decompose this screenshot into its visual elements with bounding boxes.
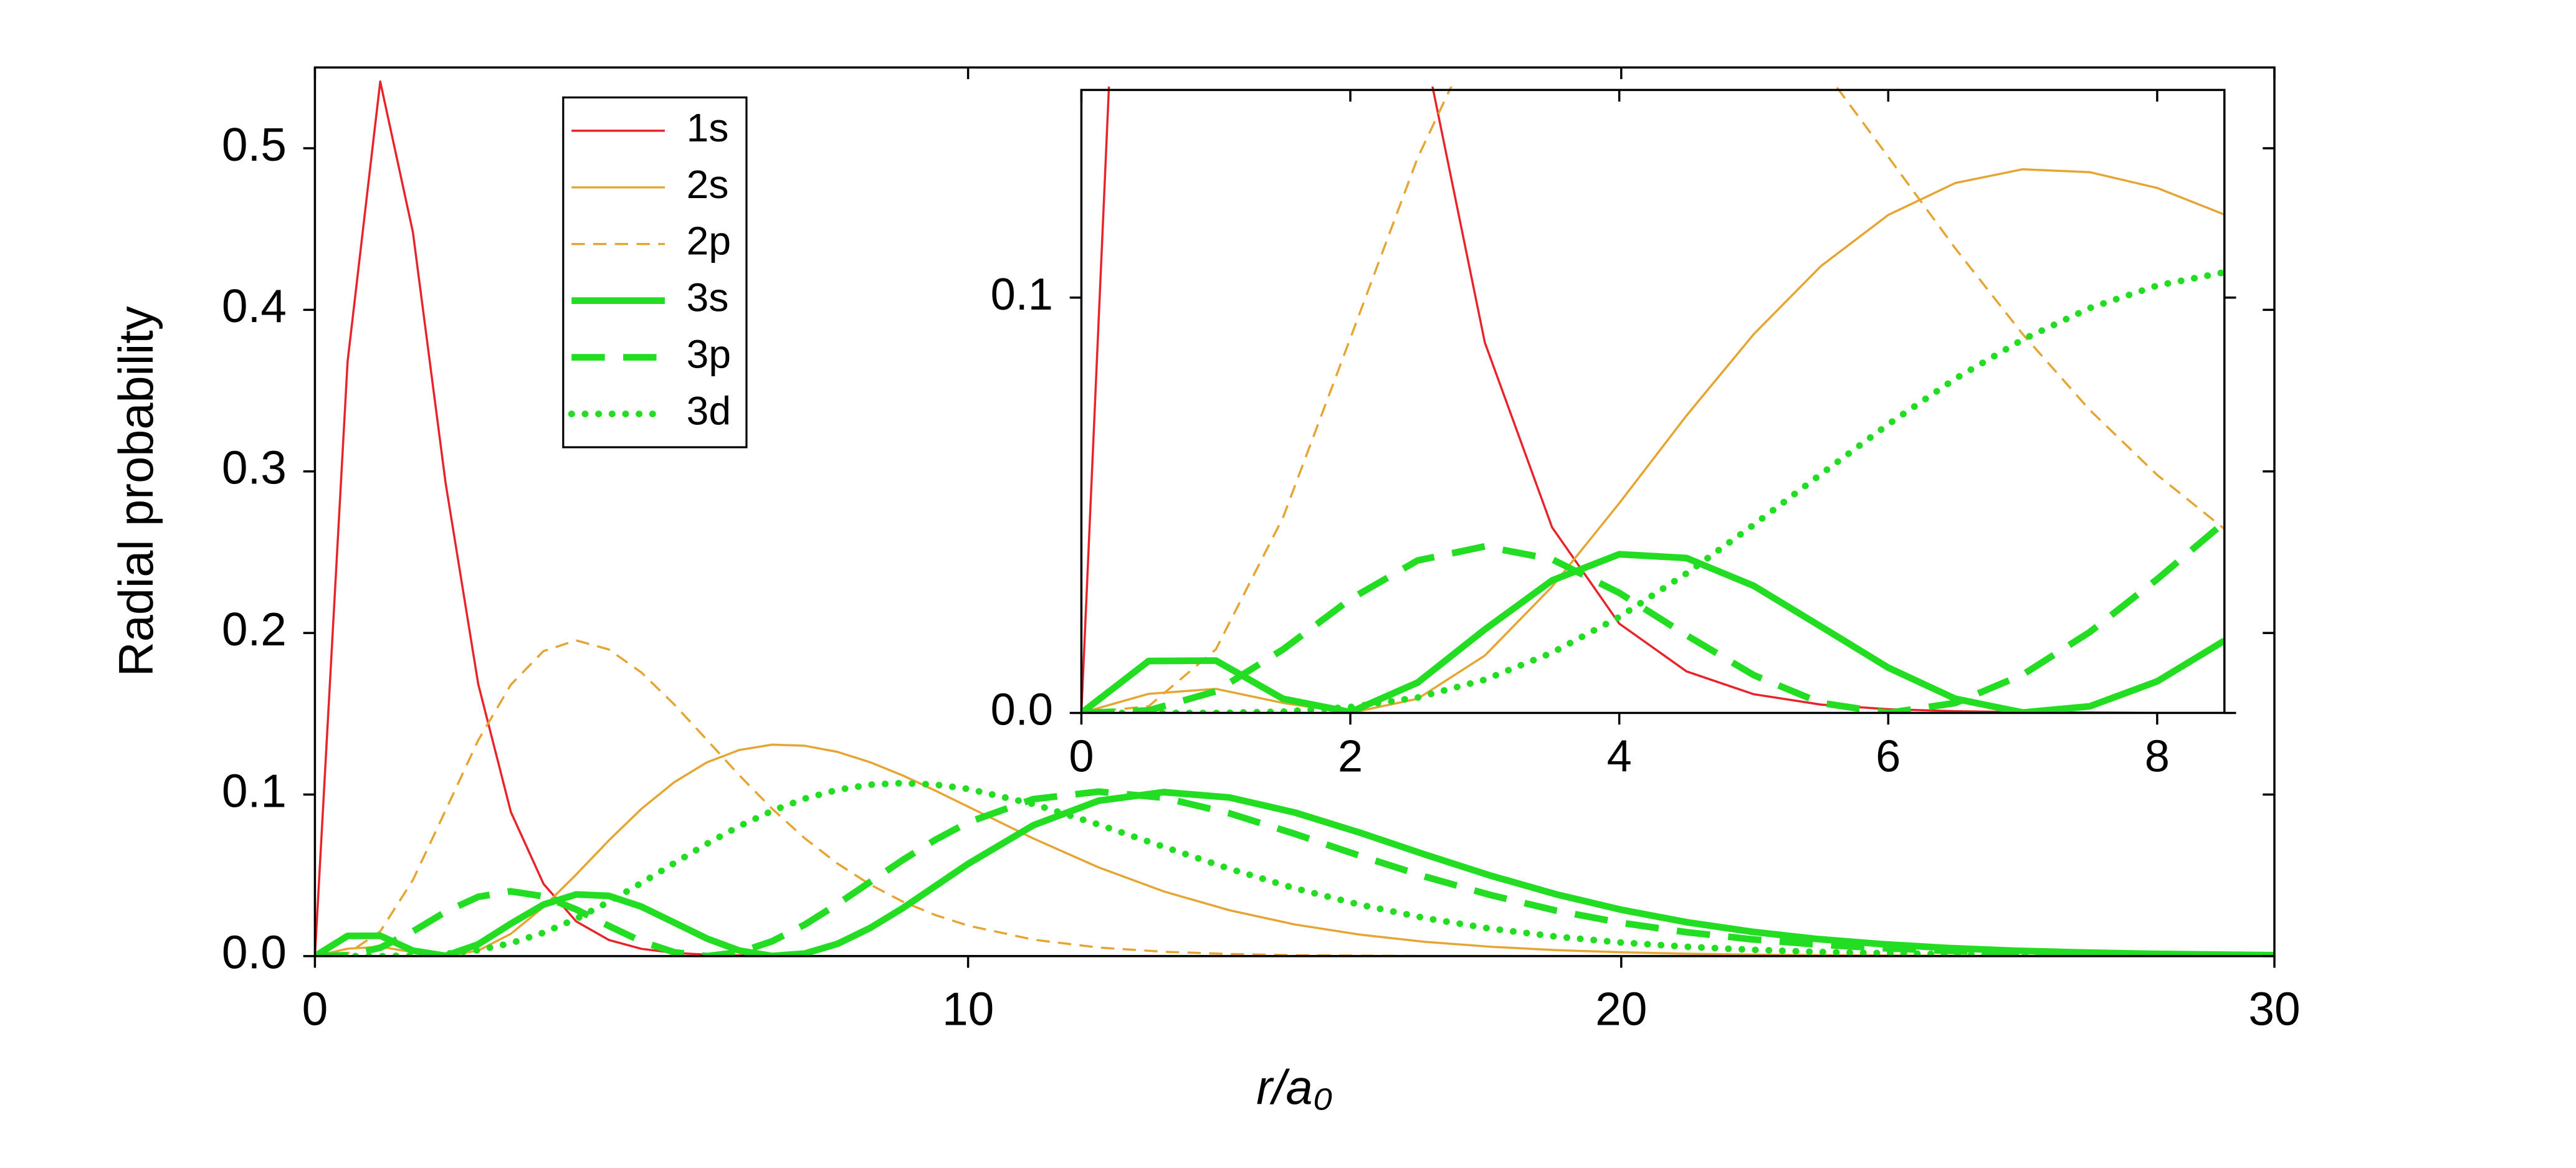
series-line [315, 80, 2275, 956]
series-line [1081, 168, 2225, 713]
x-tick-label: 30 [2248, 983, 2300, 1035]
series-line [1081, 87, 2225, 713]
x-axis-label: r/a₀ [1256, 1061, 1333, 1114]
series-line [315, 788, 2275, 956]
legend-box [562, 96, 748, 449]
legend-label: 3s [687, 275, 729, 320]
plot-frame [1080, 88, 2226, 715]
y-tick-label: 0.1 [222, 764, 287, 817]
series-line [315, 789, 2275, 956]
legend-label: 2s [687, 162, 729, 207]
x-tick-label: 2 [1338, 731, 1363, 781]
x-tick-label: 8 [2145, 731, 2170, 781]
y-tick-label: 0.0 [991, 685, 1053, 735]
y-tick-label: 0.5 [222, 118, 287, 171]
legend-label: 3p [687, 332, 731, 377]
y-tick-label: 0.0 [222, 926, 287, 979]
y-tick-label: 0.2 [222, 603, 287, 655]
legend-label: 3d [687, 388, 731, 433]
x-tick-label: 20 [1595, 983, 1647, 1035]
plot-frame [313, 66, 2276, 957]
x-tick-label: 6 [1876, 731, 1901, 781]
y-tick-label: 0.1 [991, 270, 1053, 320]
x-tick-label: 4 [1607, 731, 1632, 781]
series-line [1081, 551, 2225, 713]
legend-label: 2p [687, 219, 731, 264]
legend-label: 1s [687, 105, 729, 150]
x-tick-label: 10 [942, 983, 994, 1035]
inset-background [1081, 90, 2225, 713]
y-axis-label: Radial probability [110, 306, 163, 677]
series-line [1081, 520, 2225, 713]
y-tick-label: 0.3 [222, 442, 287, 494]
y-tick-label: 0.4 [222, 280, 287, 332]
x-tick-label: 0 [302, 983, 328, 1035]
x-tick-label: 0 [1069, 731, 1094, 781]
series-line [315, 779, 2275, 956]
